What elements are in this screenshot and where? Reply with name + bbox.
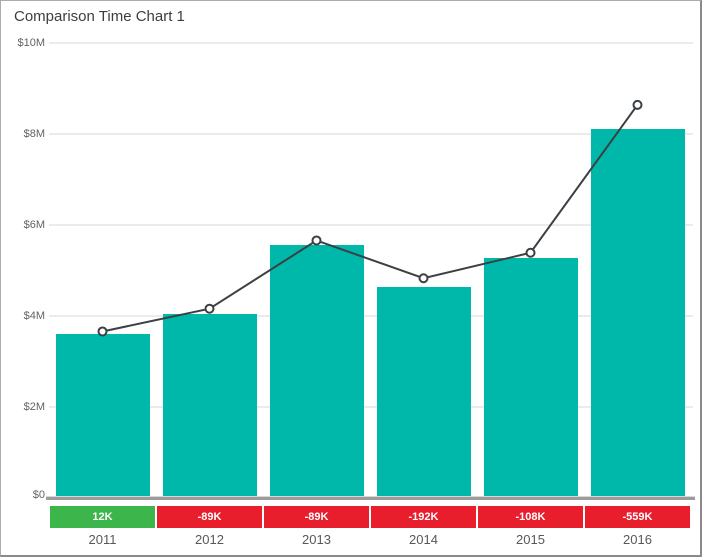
x-axis-label-2016: 2016 (623, 532, 652, 547)
delta-badge-2012[interactable]: -89K (157, 506, 262, 528)
line-marker-2011[interactable] (97, 326, 108, 337)
x-axis-line (46, 497, 695, 500)
x-axis-line-highlight (46, 496, 695, 497)
x-axis-label-2013: 2013 (302, 532, 331, 547)
line-marker-2016[interactable] (632, 99, 643, 110)
gridline (49, 42, 693, 44)
y-axis-tick-label: $6M (23, 219, 45, 231)
x-axis-label-2012: 2012 (195, 532, 224, 547)
delta-badge-2016[interactable]: -559K (585, 506, 690, 528)
line-marker-2013[interactable] (311, 235, 322, 246)
delta-badge-2014[interactable]: -192K (371, 506, 476, 528)
x-axis-label-2014: 2014 (409, 532, 438, 547)
y-axis-tick-label: $2M (23, 401, 45, 413)
x-axis-label-2011: 2011 (88, 532, 117, 547)
y-axis-tick-label: $4M (23, 310, 45, 322)
y-axis-tick-label: $10M (17, 37, 45, 49)
line-marker-2014[interactable] (418, 273, 429, 284)
y-axis-tick-label: $0 (32, 489, 45, 501)
bar-2011[interactable] (55, 333, 150, 498)
bar-2013[interactable] (269, 245, 364, 498)
delta-badge-2013[interactable]: -89K (264, 506, 369, 528)
delta-badge-2011[interactable]: 12K (50, 506, 155, 528)
line-marker-2012[interactable] (204, 303, 215, 314)
bar-2012[interactable] (162, 313, 257, 498)
delta-badge-2015[interactable]: -108K (478, 506, 583, 528)
line-marker-2015[interactable] (525, 247, 536, 258)
bar-2016[interactable] (590, 129, 685, 498)
gridline (49, 406, 693, 408)
bar-2015[interactable] (483, 257, 578, 498)
chart-title: Comparison Time Chart 1 (14, 8, 185, 25)
y-axis-tick-label: $8M (23, 128, 45, 140)
x-axis-label-2015: 2015 (516, 532, 545, 547)
bar-2014[interactable] (376, 286, 471, 498)
